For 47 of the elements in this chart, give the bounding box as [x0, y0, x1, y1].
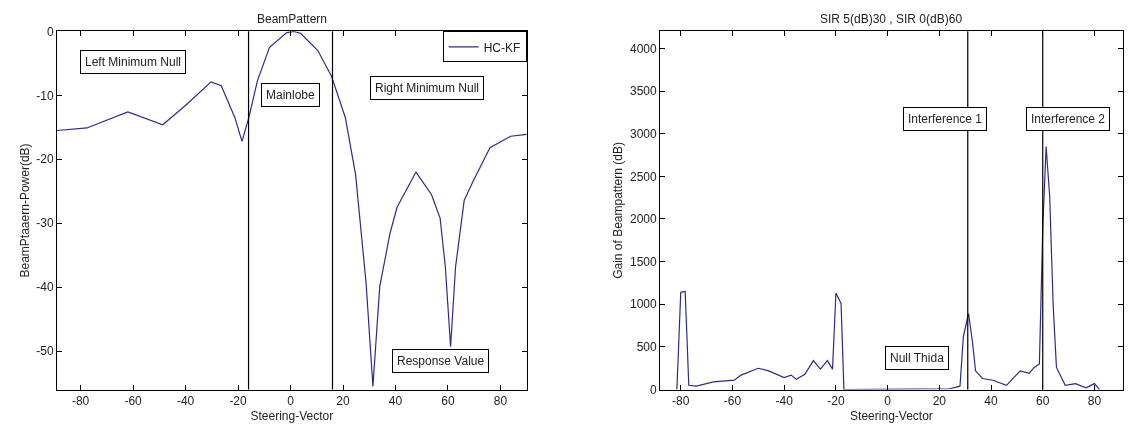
y-tick-label: 2500	[629, 169, 657, 184]
annotation: Interference 2	[1031, 112, 1106, 126]
legend-label: HC-KF	[483, 40, 521, 55]
y-tick-label: 0	[649, 382, 657, 397]
x-tick-label: -40	[176, 393, 195, 408]
x-tick-label: -80	[672, 393, 690, 408]
chart-title: SIR 5(dB)30 , SIR 0(dB)60	[820, 12, 963, 26]
x-tick-label: 40	[388, 393, 403, 408]
y-tick-label: 4000	[629, 41, 657, 56]
y-tick-label: -20	[36, 152, 54, 167]
x-axis-title: Steering-Vector	[850, 408, 933, 423]
chart-title: BeamPattern	[257, 12, 328, 26]
x-tick-label: 0	[287, 393, 295, 408]
annotation: Response Value	[397, 354, 485, 368]
y-tick-label: 1500	[629, 254, 657, 269]
y-axis-title: BeamPtaaern-Power(dB)	[17, 143, 32, 278]
y-tick-label: -40	[36, 280, 54, 295]
x-tick-label: 0	[884, 393, 892, 408]
annotation: Left Minimum Null	[85, 55, 182, 69]
x-tick-label: -80	[71, 393, 90, 408]
x-tick-label: 40	[984, 393, 999, 408]
y-tick-label: 0	[46, 24, 54, 39]
x-tick-label: 20	[336, 393, 350, 408]
x-tick-label: -60	[124, 393, 143, 408]
y-tick-label: 2000	[629, 212, 657, 227]
x-tick-label: -60	[723, 393, 742, 408]
y-tick-label: -30	[36, 216, 54, 231]
x-tick-label: 20	[932, 393, 947, 408]
y-tick-label: -50	[36, 344, 54, 359]
x-tick-label: -20	[229, 393, 248, 408]
annotation: Null Thida	[890, 351, 945, 365]
x-tick-label: -40	[775, 393, 794, 408]
x-tick-label: -20	[827, 393, 845, 408]
x-tick-label: 80	[1087, 393, 1102, 408]
y-tick-label: -10	[36, 88, 54, 103]
annotation: Right Minimum Null	[375, 81, 480, 95]
y-tick-label: 1000	[629, 297, 657, 312]
annotation: Mainlobe	[266, 88, 316, 102]
annotation: Interference 1	[908, 112, 983, 126]
y-axis-title: Gain of Beampattern (dB)	[611, 142, 626, 279]
x-axis-title: Steering-Vector	[250, 408, 334, 423]
x-tick-label: 80	[493, 393, 508, 408]
x-tick-label: 60	[441, 393, 455, 408]
y-tick-label: 3000	[629, 126, 657, 141]
x-tick-label: 60	[1036, 393, 1050, 408]
y-tick-label: 500	[636, 340, 657, 355]
y-tick-label: 3500	[629, 84, 657, 99]
